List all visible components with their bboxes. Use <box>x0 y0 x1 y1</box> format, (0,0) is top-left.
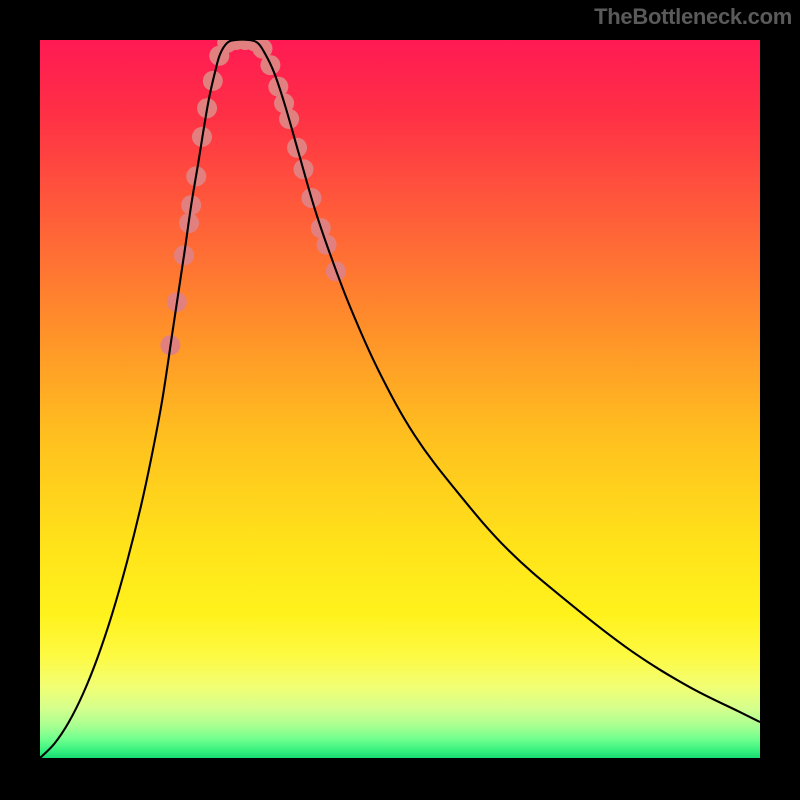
watermark-text: TheBottleneck.com <box>594 4 792 30</box>
chart-frame: TheBottleneck.com <box>0 0 800 800</box>
plot-area <box>40 40 760 758</box>
gradient-background <box>40 40 760 758</box>
chart-svg <box>40 40 760 758</box>
